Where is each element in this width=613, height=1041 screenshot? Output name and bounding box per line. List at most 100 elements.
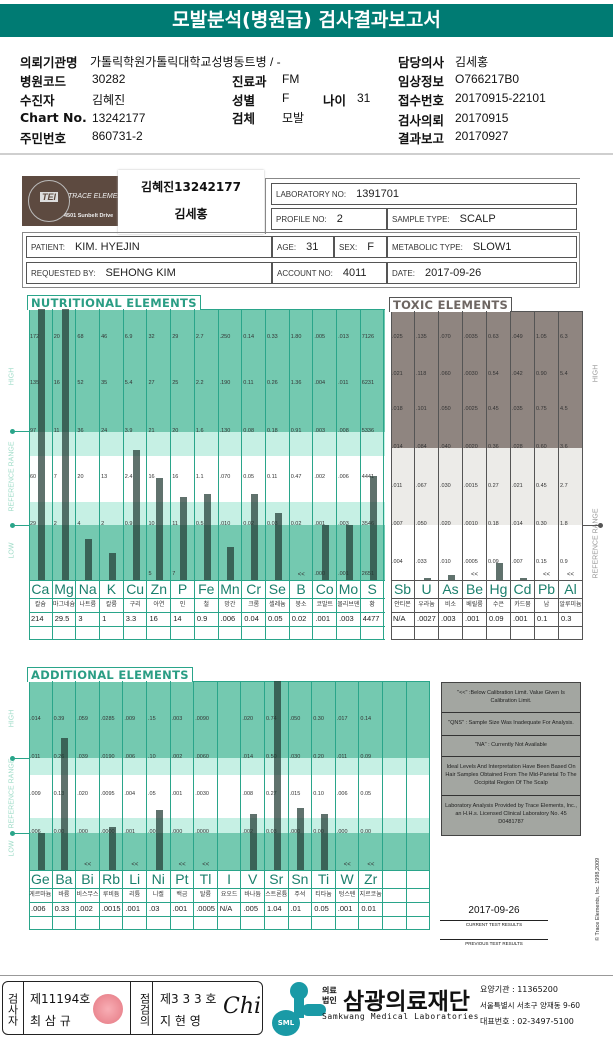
tick-label: 0.74 [266, 716, 277, 722]
tick-label: 0.26 [53, 754, 65, 760]
tick-label: .030 [440, 483, 451, 489]
element-korean-name: 수은 [487, 598, 511, 612]
chart-band [391, 311, 583, 448]
element-value: 0.04 [242, 612, 266, 626]
tick-label: .049 [512, 334, 523, 340]
element-value: .01 [289, 902, 313, 916]
tick-label: .005 [314, 334, 326, 340]
result-bar-ge [37, 833, 45, 870]
chart-frame [29, 681, 431, 930]
element-symbol: Zn [148, 580, 172, 598]
column-line [290, 309, 314, 640]
tick-label: 10 [148, 521, 155, 527]
receipt-value: 20170915-22101 [455, 91, 546, 105]
tick-label: .059 [77, 716, 88, 722]
tick-label: .021 [392, 371, 403, 377]
element-korean-name: 텅스텐 [336, 888, 360, 902]
element-value: 1 [100, 612, 124, 626]
tick-label: 0.02 [243, 521, 255, 527]
divider [0, 153, 613, 155]
tick-label: 5336 [361, 428, 375, 434]
tick-label: .050 [289, 716, 301, 722]
column-line [194, 681, 218, 930]
element-korean-name: 게르마늄 [29, 888, 53, 902]
range-marker-line [12, 758, 30, 759]
result-bar-as [448, 574, 455, 580]
report-value: 20170927 [455, 129, 509, 143]
element-value: 0.9 [195, 612, 219, 626]
tick-label: .050 [416, 521, 427, 527]
element-symbol: Mo [337, 580, 361, 598]
request-value: 20170915 [455, 111, 509, 125]
element-value: 0.1 [535, 612, 559, 626]
column-line [313, 309, 338, 640]
receipt-label: 접수번호 [398, 93, 445, 108]
element-value: 3 [76, 612, 101, 626]
tick-label: 0.47 [290, 474, 302, 480]
sample-type-field: SAMPLE TYPE: SCALP [387, 208, 577, 230]
seal-stamp [93, 994, 123, 1024]
element-symbol: Sr [265, 870, 289, 888]
tick-label: 1.36 [290, 380, 302, 386]
org-type: 의료법인 [322, 986, 337, 1005]
report-title: 모발분석(병원급) 검사결과보고서 [0, 4, 613, 37]
column-line [383, 681, 407, 930]
tick-label: .013 [338, 334, 349, 340]
element-symbol: As [439, 580, 463, 598]
row-line [29, 612, 385, 613]
tick-label: 0.15 [536, 559, 547, 565]
tick-label: 20 [53, 334, 60, 340]
column-line [76, 309, 101, 640]
element-korean-name: 코발트 [313, 598, 338, 612]
chart-title: ADDITIONAL ELEMENTS [27, 667, 193, 682]
tick-label: 0.27 [488, 483, 499, 489]
result-bar-cu [132, 450, 140, 580]
element-korean-name: 망간 [219, 598, 243, 612]
result-bar-ba [61, 737, 69, 870]
result-bar-ti [321, 814, 328, 870]
result-bar-u [424, 578, 431, 580]
element-value: 16 [148, 612, 172, 626]
tick-label: 13 [101, 474, 108, 480]
divider [440, 920, 548, 921]
rrn-value: 860731-2 [92, 129, 143, 143]
tick-label: 0.90 [536, 371, 547, 377]
tick-label: .000 [171, 829, 183, 835]
element-korean-name: 크롬 [242, 598, 266, 612]
tick-label: 0.26 [267, 380, 278, 386]
tick-label: .020 [242, 716, 254, 722]
tick-label: 0.18 [267, 428, 278, 434]
column-line [171, 681, 195, 930]
result-bar-zn [156, 478, 164, 580]
date-field: DATE: 2017-09-26 [387, 262, 577, 284]
element-symbol: Ni [147, 870, 171, 888]
tick-label: 0.14 [360, 716, 372, 722]
divider [0, 975, 613, 976]
tick-label: 2.7 [560, 483, 568, 489]
tick-label: 5.4 [560, 371, 568, 377]
tick-label: 0.03 [267, 521, 278, 527]
tick-label: 0.09 [360, 754, 372, 760]
tick-label: 0.10 [313, 791, 324, 797]
row-line [29, 888, 431, 889]
age-value: 31 [357, 91, 371, 105]
element-korean-name: 리튬 [123, 888, 147, 902]
legend-na: "NA" : Currently Not Available [442, 736, 580, 757]
result-bar-fe [203, 493, 211, 580]
side-label-reference: REFERENCE RANGE [8, 441, 16, 512]
tick-label: 0.05 [243, 474, 255, 480]
column-line [361, 309, 385, 640]
below-calibration-mark: << [297, 572, 305, 578]
element-symbol: K [100, 580, 124, 598]
element-value: 0.02 [290, 612, 314, 626]
side-label-reference: REFERENCE RANGE [592, 508, 600, 579]
element-value: .006 [219, 612, 243, 626]
org-name: 삼광의료재단 [343, 989, 470, 1015]
tick-label: 46 [101, 334, 108, 340]
address: 서울특별시 서초구 양재동 9-60 [480, 1001, 581, 1010]
element-korean-name: 몰리브덴 [337, 598, 361, 612]
tick-label: .039 [77, 754, 88, 760]
element-symbol: Pt [171, 870, 195, 888]
column-line [219, 309, 243, 640]
tick-label: .010 [440, 559, 451, 565]
